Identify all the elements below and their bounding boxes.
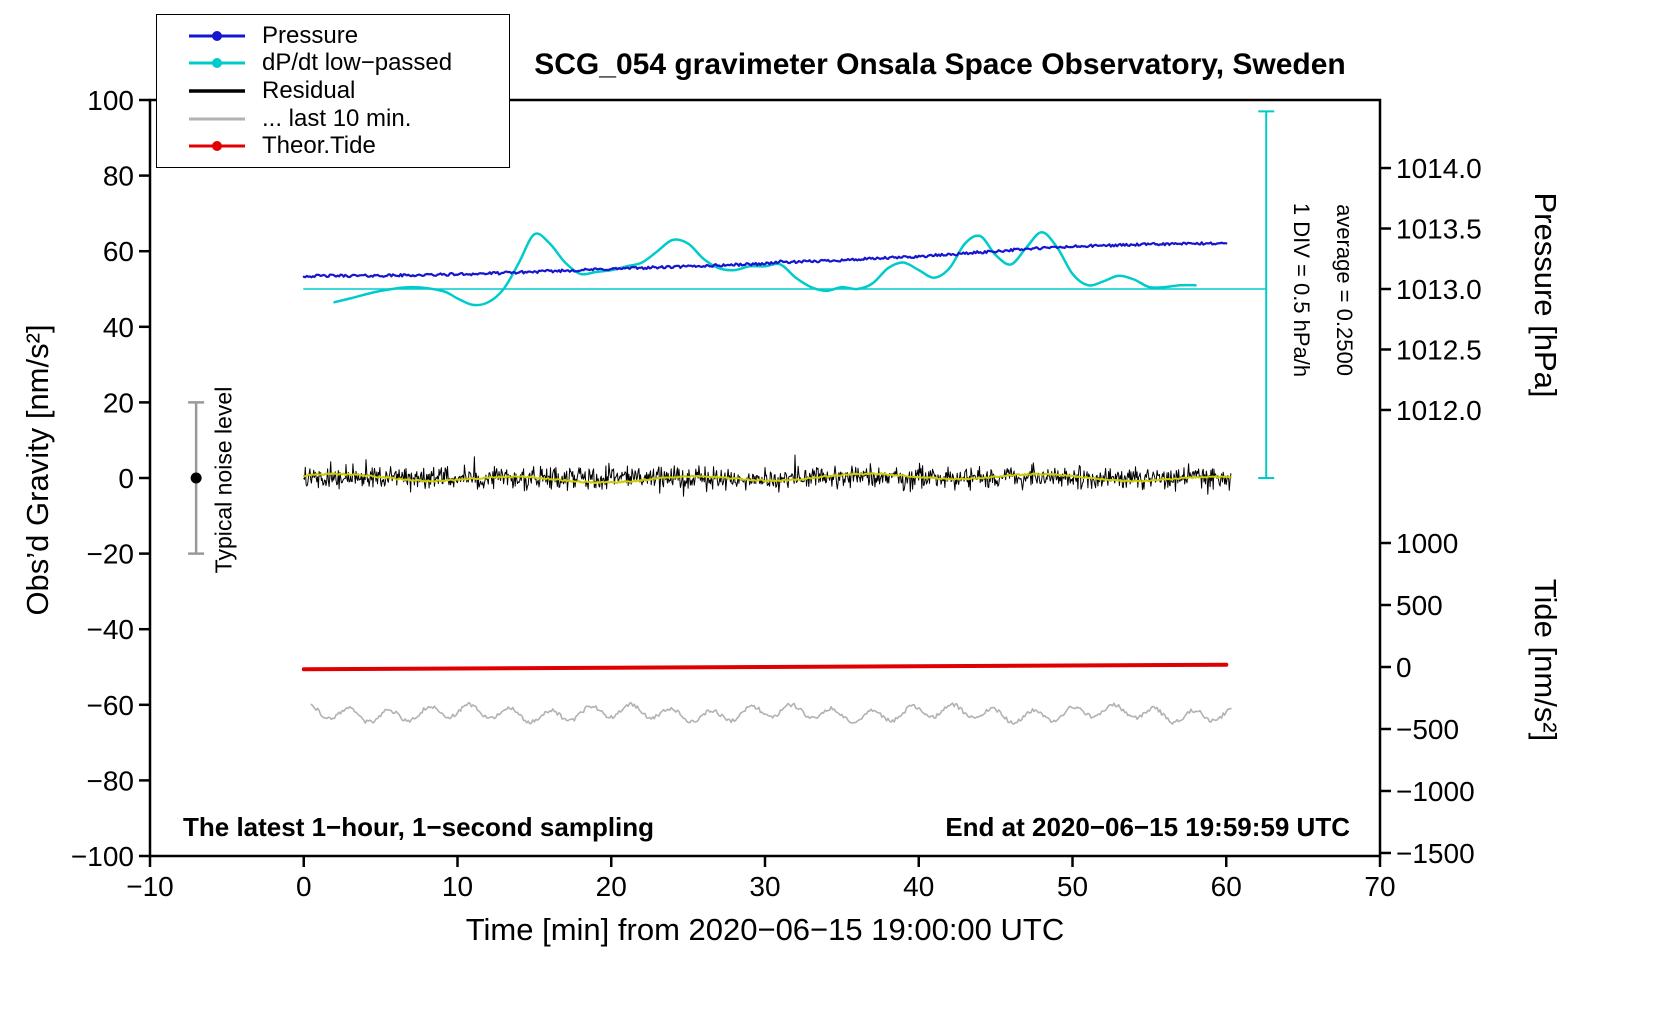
y-axis-left-title: Obs’d Gravity [nm/s²]: [20, 324, 55, 616]
x-tick-label: 40: [903, 871, 934, 902]
series-pressure: [302, 241, 1228, 279]
y-left-tick-label: 20: [103, 387, 134, 418]
legend-swatch-icon: [189, 117, 245, 121]
y-left-tick-label: −20: [87, 539, 135, 570]
y-left-tick-label: 60: [103, 236, 134, 267]
y-left-tick-label: 100: [87, 85, 134, 116]
average-annotation: average = 0.2500: [1332, 204, 1357, 376]
legend-label: dP/dt low−passed: [262, 49, 453, 77]
x-tick-label: 60: [1211, 871, 1242, 902]
legend-item-4: Theor.Tide: [189, 133, 509, 159]
legend-item-0: Pressure: [189, 23, 509, 49]
x-tick-label: 30: [749, 871, 780, 902]
pressure-tick-label: 1014.0: [1396, 153, 1482, 184]
series-tide: [301, 662, 1229, 672]
legend-swatch-icon: [189, 141, 245, 152]
pressure-tick-label: 1013.0: [1396, 274, 1482, 305]
y-left-tick-label: 0: [118, 463, 134, 494]
div-scale-annotation: 1 DIV = 0.5 hPa/h: [1289, 202, 1314, 378]
y-left-tick-label: −100: [71, 841, 134, 872]
x-tick-label: 0: [296, 871, 312, 902]
tide-tick-label: −500: [1396, 714, 1459, 745]
series-dpdt: [333, 231, 1197, 307]
series-residual_smooth: [302, 472, 1232, 485]
x-tick-label: 20: [596, 871, 627, 902]
y-left-tick-label: 40: [103, 312, 134, 343]
x-axis-title: Time [min] from 2020−06−15 19:00:00 UTC: [465, 912, 1065, 947]
x-tick-label: −10: [126, 871, 174, 902]
tide-tick-label: −1000: [1396, 776, 1475, 807]
y-left-tick-label: −40: [87, 614, 135, 645]
legend-swatch-icon: [189, 30, 245, 41]
legend-box: Pressure dP/dt low−passed Residual... last…: [156, 14, 510, 168]
pressure-tick-label: 1012.0: [1396, 395, 1482, 426]
y-axis-pressure-title: Pressure [hPa]: [1528, 192, 1563, 398]
y-axis-tide-title: Tide [nm/s²]: [1528, 578, 1563, 742]
legend-swatch-icon: [189, 89, 245, 93]
pressure-tick-label: 1012.5: [1396, 334, 1482, 365]
x-tick-label: 10: [442, 871, 473, 902]
tide-tick-label: 500: [1396, 590, 1443, 621]
tide-tick-label: −1500: [1396, 838, 1475, 869]
legend-label: Residual: [262, 76, 356, 104]
legend-item-3: ... last 10 min.: [189, 106, 509, 132]
x-tick-label: 50: [1057, 871, 1088, 902]
pressure-tick-label: 1013.5: [1396, 214, 1482, 245]
legend-label: Pressure: [262, 21, 359, 49]
chart-title: SCG_054 gravimeter Onsala Space Observat…: [534, 48, 1346, 81]
legend-label: Theor.Tide: [262, 132, 376, 160]
x-tick-label: 70: [1364, 871, 1395, 902]
legend-swatch-icon: [189, 58, 245, 69]
y-left-tick-label: −80: [87, 765, 135, 796]
series-last10: [310, 702, 1232, 725]
y-left-tick-label: −60: [87, 690, 135, 721]
tide-tick-label: 1000: [1396, 528, 1458, 559]
legend-item-1: dP/dt low−passed: [189, 50, 509, 76]
sampling-note: The latest 1−hour, 1−second sampling: [183, 812, 655, 842]
legend-item-2: Residual: [189, 78, 509, 104]
tide-tick-label: 0: [1396, 652, 1412, 683]
noise-bar-dot: [190, 472, 202, 484]
y-left-tick-label: 80: [103, 161, 134, 192]
legend-label: ... last 10 min.: [262, 104, 412, 132]
noise-level-annotation: Typical noise level: [210, 386, 237, 574]
series-residual: [303, 454, 1232, 497]
end-time-note: End at 2020−06−15 19:59:59 UTC: [945, 812, 1350, 842]
